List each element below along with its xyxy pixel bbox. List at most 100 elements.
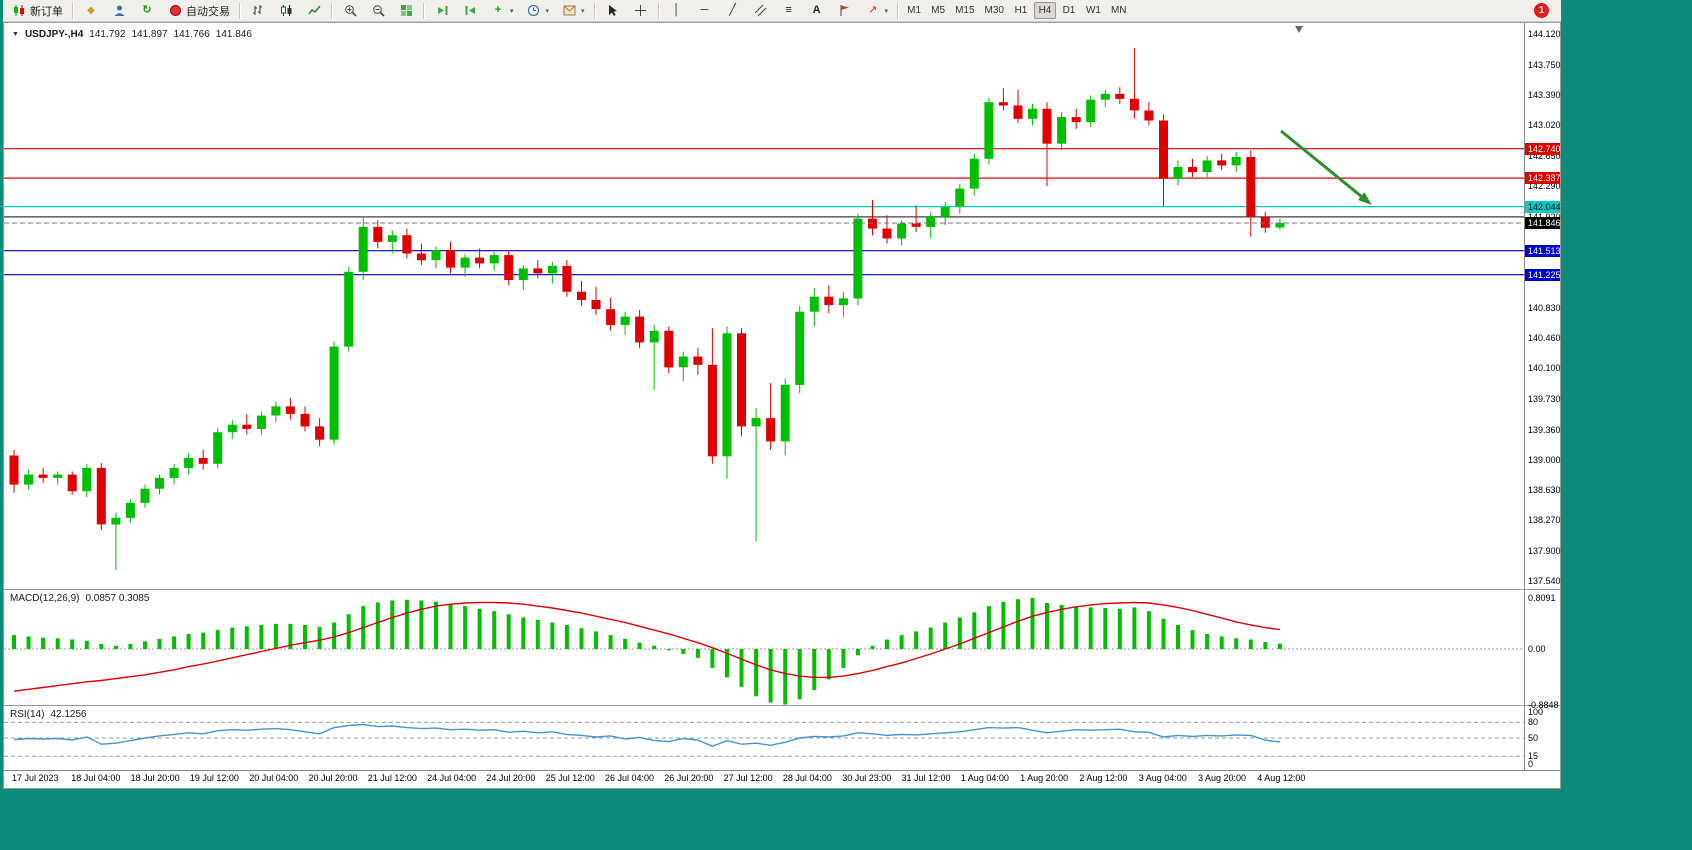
price-line-label: 142.740 bbox=[1525, 142, 1561, 155]
flag-label-icon bbox=[837, 3, 853, 18]
dropdown-caret-icon: ▾ bbox=[884, 7, 889, 15]
rsi-axis-label: 50 bbox=[1528, 733, 1539, 743]
add-indicator-icon: + bbox=[494, 4, 502, 16]
line-chart-mode-button[interactable] bbox=[301, 1, 327, 20]
channel-tool-button[interactable] bbox=[748, 1, 774, 20]
price-line-label: 141.225 bbox=[1525, 268, 1561, 281]
collapse-icon[interactable]: ▼ bbox=[12, 31, 19, 38]
ohlc-low: 141.766 bbox=[173, 29, 210, 40]
fibonacci-icon: ≡ bbox=[785, 4, 792, 16]
timeframe-m30-button[interactable]: M30 bbox=[981, 2, 1008, 19]
price-axis-label: 140.830 bbox=[1528, 302, 1561, 313]
time-axis-label: 30 Jul 23:00 bbox=[842, 773, 892, 783]
fibonacci-tool-button[interactable]: ≡ bbox=[776, 1, 802, 20]
price-axis-label: 142.290 bbox=[1528, 181, 1561, 192]
timeframe-m5-button[interactable]: M5 bbox=[927, 2, 949, 19]
vertical-line-tool-button[interactable]: │ bbox=[664, 1, 690, 20]
timeframe-m1-button[interactable]: M1 bbox=[903, 2, 925, 19]
toolbar-separator bbox=[331, 2, 333, 19]
toolbar-separator bbox=[897, 2, 900, 19]
price-axis-label: 143.750 bbox=[1528, 59, 1561, 70]
toolbar-separator bbox=[72, 2, 74, 19]
time-axis-label: 24 Jul 04:00 bbox=[427, 773, 477, 783]
timeframe-w1-button[interactable]: W1 bbox=[1082, 2, 1105, 19]
time-axis-label: 25 Jul 12:00 bbox=[545, 773, 595, 783]
rsi-panel[interactable] bbox=[4, 707, 1524, 769]
time-axis-label: 17 Jul 2023 bbox=[12, 773, 59, 783]
zoom-out-button[interactable] bbox=[365, 1, 391, 20]
panel-separator[interactable] bbox=[4, 589, 1560, 591]
toolbar-separator bbox=[657, 2, 660, 19]
price-line-label: 142.387 bbox=[1525, 172, 1561, 185]
cursor-tool-button[interactable] bbox=[600, 1, 626, 20]
timeframe-m15-button[interactable]: M15 bbox=[951, 2, 978, 19]
price-chart[interactable] bbox=[4, 23, 1524, 589]
price-axis-label: 139.000 bbox=[1528, 454, 1561, 465]
time-axis-label: 27 Jul 12:00 bbox=[723, 773, 773, 783]
price-axis-label: 143.020 bbox=[1528, 120, 1561, 131]
price-axis-label: 137.540 bbox=[1528, 576, 1561, 586]
auto-scroll-button[interactable] bbox=[457, 1, 483, 20]
macd-axis-label: -0.8848 bbox=[1528, 699, 1559, 710]
bid-price-label: 141.846 bbox=[1525, 217, 1561, 229]
arrows-tool-button[interactable]: ↗ ▾ bbox=[860, 1, 894, 20]
panel-separator[interactable] bbox=[4, 705, 1560, 707]
time-axis-label: 20 Jul 04:00 bbox=[249, 773, 299, 783]
price-axis-label: 143.390 bbox=[1528, 89, 1561, 100]
trendline-tool-button[interactable]: ╱ bbox=[720, 1, 746, 20]
crosshair-tool-button[interactable] bbox=[628, 1, 654, 20]
zoom-in-button[interactable] bbox=[337, 1, 363, 20]
timeframe-mn-button[interactable]: MN bbox=[1107, 2, 1131, 19]
dropdown-caret-icon: ▾ bbox=[545, 7, 550, 15]
label-tool-button[interactable] bbox=[832, 1, 858, 20]
ohlc-close: 141.846 bbox=[215, 29, 252, 40]
notification-badge[interactable]: 1 bbox=[1534, 3, 1549, 18]
timeframe-d1-button[interactable]: D1 bbox=[1058, 2, 1080, 19]
time-axis-label: 1 Aug 04:00 bbox=[960, 773, 1009, 783]
new-order-icon bbox=[11, 3, 27, 18]
rsi-axis-label: 100 bbox=[1528, 707, 1544, 717]
refresh-button[interactable]: ↻ bbox=[134, 1, 160, 20]
chart-shift-button[interactable] bbox=[429, 1, 455, 20]
price-axis-label: 142.650 bbox=[1528, 151, 1561, 162]
new-order-button[interactable]: 新订单 bbox=[6, 1, 68, 21]
templates-button[interactable]: ▾ bbox=[556, 1, 590, 20]
crosshair-icon bbox=[633, 3, 649, 18]
macd-title: MACD(12,26,9) 0.0857 0.3085 bbox=[10, 593, 149, 604]
auto-scroll-icon bbox=[462, 3, 478, 18]
auto-trading-label: 自动交易 bbox=[186, 5, 230, 18]
auto-trading-button[interactable]: 自动交易 bbox=[162, 1, 235, 21]
macd-panel[interactable] bbox=[4, 591, 1524, 705]
refresh-icon: ↻ bbox=[142, 4, 152, 16]
price-line-label: 142.044 bbox=[1525, 200, 1561, 213]
rsi-axis-label: 80 bbox=[1528, 717, 1539, 728]
time-axis-label: 28 Jul 04:00 bbox=[782, 773, 832, 783]
main-toolbar: 新订单 ◆ ↻ 自动交易 + ▾ ▾ ▾ bbox=[3, 0, 1561, 22]
timeframe-h1-button[interactable]: H1 bbox=[1010, 2, 1032, 19]
indicators-button[interactable]: + ▾ bbox=[485, 1, 519, 20]
rsi-label: RSI(14) bbox=[10, 709, 45, 720]
price-axis-label: 144.120 bbox=[1528, 29, 1561, 39]
time-axis-label: 19 Jul 12:00 bbox=[189, 773, 239, 783]
toolbar-separator bbox=[239, 2, 241, 19]
time-axis-label: 31 Jul 12:00 bbox=[901, 773, 951, 783]
tile-windows-button[interactable] bbox=[393, 1, 419, 20]
text-tool-button[interactable]: A bbox=[804, 1, 830, 20]
time-axis-label: 1 Aug 20:00 bbox=[1020, 773, 1069, 783]
price-axis-label: 139.730 bbox=[1528, 393, 1561, 404]
periods-button[interactable]: ▾ bbox=[521, 1, 555, 20]
time-axis-label: 18 Jul 04:00 bbox=[71, 773, 121, 783]
time-axis-label: 26 Jul 20:00 bbox=[664, 773, 714, 783]
macd-axis-label: 0.8091 bbox=[1528, 593, 1556, 603]
price-axis-label: 141.920 bbox=[1528, 212, 1561, 222]
timeframe-h4-button[interactable]: H4 bbox=[1033, 2, 1056, 19]
price-axis-label: 139.360 bbox=[1528, 424, 1561, 435]
mail-template-icon bbox=[561, 3, 577, 18]
data-window-button[interactable] bbox=[106, 1, 132, 20]
bar-chart-mode-button[interactable] bbox=[245, 1, 271, 20]
candlestick-mode-button[interactable] bbox=[273, 1, 299, 20]
horizontal-line-tool-button[interactable]: ─ bbox=[692, 1, 718, 20]
dropdown-caret-icon: ▾ bbox=[581, 7, 585, 15]
mt4-window: 新订单 ◆ ↻ 自动交易 + ▾ ▾ ▾ bbox=[3, 0, 1561, 789]
market-watch-button[interactable]: ◆ bbox=[78, 1, 104, 20]
